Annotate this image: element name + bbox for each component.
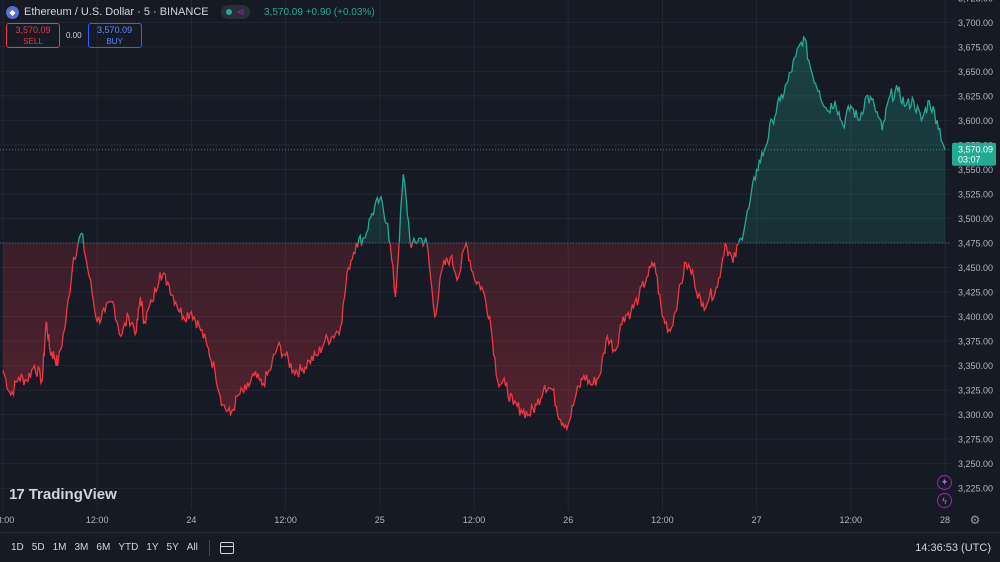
chart-area[interactable]: 3,225.00 3,250.00 3,275.00 3,300.00 3,325.00… bbox=[0, 0, 1000, 530]
live-dot-icon bbox=[225, 9, 232, 15]
y-tick-label: 3,275.00 bbox=[958, 435, 993, 445]
ai-assist-icon[interactable]: ✦ bbox=[937, 475, 952, 490]
sell-price: 3,570.09 bbox=[15, 24, 51, 35]
buy-button[interactable]: 3,570.09 BUY bbox=[87, 23, 142, 48]
lightning-icon[interactable]: ϟ bbox=[937, 493, 952, 508]
area-below-baseline bbox=[3, 243, 945, 430]
range-ytd[interactable]: YTD bbox=[118, 542, 139, 553]
sell-label: SELL bbox=[23, 36, 43, 46]
y-tick-label: 3,500.00 bbox=[958, 214, 993, 224]
y-tick-label: 3,350.00 bbox=[958, 361, 993, 371]
range-6m[interactable]: 6M bbox=[96, 542, 111, 553]
price-tag-bg bbox=[952, 142, 996, 166]
calendar-icon[interactable] bbox=[219, 541, 234, 554]
price-change: +0.90 (+0.03%) bbox=[305, 6, 375, 18]
x-tick-label: 25 bbox=[375, 515, 385, 525]
price-tag-countdown: 03:07 bbox=[958, 155, 981, 165]
y-tick-label: 3,450.00 bbox=[958, 263, 993, 273]
x-tick-label: 12:00 bbox=[463, 515, 486, 525]
last-price: 3,570.09 bbox=[264, 6, 303, 18]
symbol-header: ◆ Ethereum / U.S. Dollar · 5 · BINANCE ⋖… bbox=[6, 5, 375, 19]
share-icon[interactable]: ⋖ bbox=[236, 6, 245, 18]
clock[interactable]: 14:36:53 (UTC) bbox=[915, 541, 991, 554]
range-1y[interactable]: 1Y bbox=[146, 542, 159, 553]
x-tick-label: 27 bbox=[752, 515, 762, 525]
trade-buttons: 3,570.09 SELL 0.00 3,570.09 BUY bbox=[6, 23, 142, 48]
range-5y[interactable]: 5Y bbox=[166, 542, 179, 553]
toolbar-divider bbox=[208, 539, 210, 556]
x-tick-label: 12:00 bbox=[274, 515, 297, 525]
y-tick-label: 3,325.00 bbox=[958, 386, 993, 396]
x-tick-label: 24 bbox=[186, 515, 196, 525]
x-tick-label: 26 bbox=[563, 515, 573, 525]
axes: 3,225.00 3,250.00 3,275.00 3,300.00 3,325.00… bbox=[0, 0, 996, 525]
x-tick-label: 12:00 bbox=[86, 515, 109, 525]
range-5d[interactable]: 5D bbox=[31, 542, 45, 553]
sell-button[interactable]: 3,570.09 SELL bbox=[6, 23, 60, 48]
y-tick-label: 3,550.00 bbox=[958, 165, 993, 175]
y-tick-label: 3,625.00 bbox=[958, 91, 993, 101]
y-tick-label: 3,675.00 bbox=[958, 42, 993, 52]
quote-change: 3,570.09 +0.90 (+0.03%) bbox=[264, 7, 375, 18]
buy-label: BUY bbox=[106, 36, 123, 46]
x-tick-label: 12:00 bbox=[840, 515, 863, 525]
range-selector: 1D 5D 1M 3M 6M YTD 1Y 5Y All bbox=[8, 542, 203, 553]
market-status[interactable]: ⋖ bbox=[220, 5, 250, 19]
y-tick-label: 3,525.00 bbox=[958, 189, 993, 199]
range-1d[interactable]: 1D bbox=[11, 542, 24, 553]
y-tick-label: 3,375.00 bbox=[958, 337, 993, 347]
range-1m[interactable]: 1M bbox=[52, 542, 67, 553]
y-tick-label: 3,425.00 bbox=[958, 288, 993, 298]
ethereum-icon: ◆ bbox=[6, 5, 19, 19]
y-tick-label: 3,700.00 bbox=[958, 18, 993, 28]
spread-value: 0.00 bbox=[66, 31, 82, 40]
tradingview-logo[interactable]: 17 TradingView bbox=[9, 486, 117, 503]
y-tick-label: 3,400.00 bbox=[958, 312, 993, 322]
bottom-toolbar: 1D 5D 1M 3M 6M YTD 1Y 5Y All 14:36:53 (UTC) bbox=[0, 532, 1000, 562]
series-line-up bbox=[77, 35, 946, 243]
y-tick-label: 3,250.00 bbox=[958, 459, 993, 469]
x-tick-label: 03:00 bbox=[0, 515, 14, 525]
y-tick-label: 3,600.00 bbox=[958, 116, 993, 126]
x-tick-label: 12:00 bbox=[651, 515, 674, 525]
tradingview-logo-icon: 17 bbox=[9, 486, 25, 503]
y-tick-label: 3,725.00 bbox=[958, 0, 993, 3]
price-chart[interactable]: 3,225.00 3,250.00 3,275.00 3,300.00 3,325.00… bbox=[0, 0, 1000, 530]
x-tick-label: 28 bbox=[940, 515, 950, 525]
y-tick-label: 3,300.00 bbox=[958, 410, 993, 420]
area-above-baseline bbox=[3, 37, 945, 243]
area-fill bbox=[3, 37, 945, 430]
logo-text: TradingView bbox=[28, 486, 117, 503]
series-line-down bbox=[2, 243, 740, 432]
range-all[interactable]: All bbox=[186, 542, 198, 553]
buy-price: 3,570.09 bbox=[97, 24, 133, 35]
series-line bbox=[0, 35, 950, 432]
y-tick-label: 3,225.00 bbox=[958, 484, 993, 494]
y-tick-label: 3,650.00 bbox=[958, 67, 993, 77]
price-tag-value: 3,570.09 bbox=[958, 145, 993, 155]
symbol-title[interactable]: Ethereum / U.S. Dollar · 5 · BINANCE bbox=[24, 6, 209, 18]
range-3m[interactable]: 3M bbox=[74, 542, 89, 553]
gear-icon[interactable]: ⚙ bbox=[969, 513, 981, 527]
y-tick-label: 3,475.00 bbox=[958, 239, 993, 249]
